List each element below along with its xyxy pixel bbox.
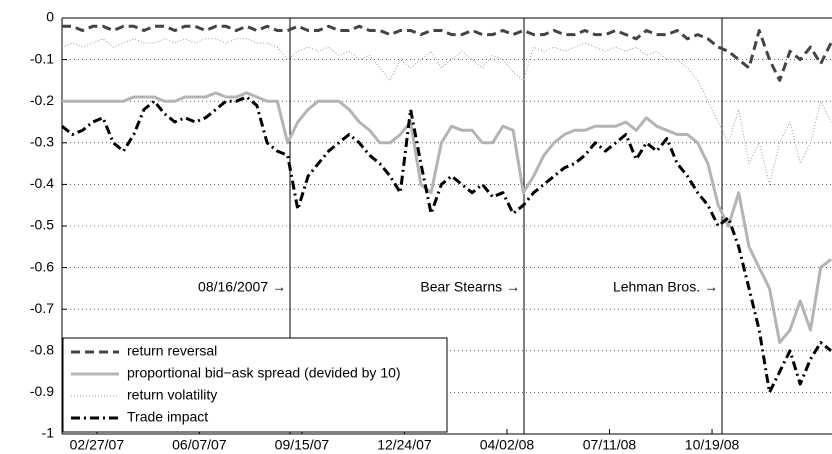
x-tick-label: 06/07/07 xyxy=(172,437,227,453)
x-tick-label: 12/24/07 xyxy=(377,437,432,453)
y-tick-label: -0.9 xyxy=(30,383,54,399)
legend-label: Trade impact xyxy=(127,409,208,425)
legend-label: return volatility xyxy=(127,387,217,403)
legend-box xyxy=(62,337,448,433)
y-tick-label: -1 xyxy=(42,425,55,441)
x-tick-label: 02/27/07 xyxy=(70,437,125,453)
x-tick-label: 09/15/07 xyxy=(275,437,330,453)
x-tick-label: 04/02/08 xyxy=(480,437,535,453)
annotation: Bear Stearns → xyxy=(420,279,520,295)
y-tick-label: -0.1 xyxy=(30,50,54,66)
legend-label: return reversal xyxy=(127,343,217,359)
y-tick-label: -0.3 xyxy=(30,134,54,150)
series-line xyxy=(61,95,832,394)
annotation: Lehman Bros. → xyxy=(613,279,718,295)
series-line xyxy=(62,91,832,344)
x-tick-label: 10/19/08 xyxy=(685,437,740,453)
legend-label: proportional bid−ask spread (devided by … xyxy=(127,365,401,381)
legend: return reversal proportional bid−ask spre… xyxy=(62,337,448,433)
y-tick-label: -0.7 xyxy=(30,300,54,316)
annotation: 08/16/2007 → xyxy=(198,279,286,295)
x-tick-label: 07/11/08 xyxy=(583,437,637,453)
y-tick-label: -0.6 xyxy=(30,258,54,274)
y-tick-label: -0.5 xyxy=(30,217,54,233)
y-tick-label: -0.8 xyxy=(30,342,54,358)
y-tick-label: -0.2 xyxy=(30,92,54,108)
series-line xyxy=(62,24,832,82)
y-tick-label: -0.4 xyxy=(30,175,54,191)
y-tick-label: 0 xyxy=(46,9,54,25)
